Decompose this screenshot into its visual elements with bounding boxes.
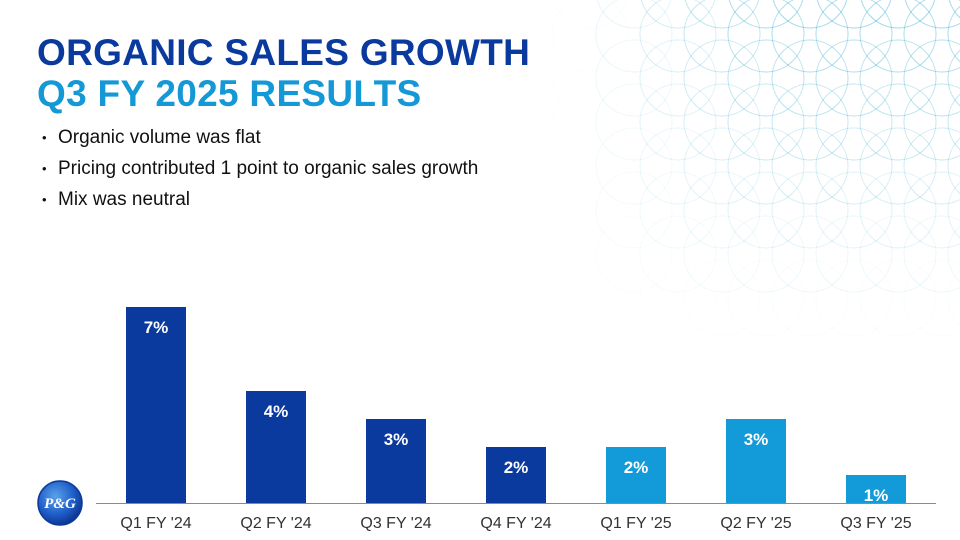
bullet-item-mix: Mix was neutral (42, 184, 478, 215)
pattern-circle (903, 171, 960, 249)
pattern-circle (771, 171, 849, 249)
pattern-circle (727, 83, 805, 161)
pattern-circle (771, 0, 849, 73)
pattern-circle (639, 171, 717, 249)
bar-data-label: 2% (504, 458, 529, 477)
pattern-circle (859, 215, 937, 293)
pattern-circle (639, 39, 717, 117)
bar-7 (846, 475, 906, 503)
pattern-circle (683, 39, 761, 117)
pattern-circle (947, 93, 960, 151)
pattern-circle (815, 83, 893, 161)
pattern-circle (727, 171, 805, 249)
bar-data-label: 2% (624, 458, 649, 477)
pattern-circle (815, 39, 893, 117)
pattern-circle (903, 127, 960, 205)
pattern-circle (859, 0, 937, 73)
bar-data-label: 4% (264, 402, 289, 421)
x-tick-label: Q4 FY '24 (480, 515, 551, 532)
pattern-circle (947, 181, 960, 239)
pattern-circle (727, 215, 805, 293)
slide-subtitle: Q3 FY 2025 RESULTS (37, 73, 422, 114)
bar-data-label: 1% (864, 486, 889, 505)
pattern-circle (903, 0, 960, 73)
bar-1 (126, 307, 186, 503)
pattern-circle (947, 225, 960, 283)
pattern-circle (727, 39, 805, 117)
bar-data-label: 7% (144, 318, 169, 337)
x-tick-label: Q3 FY '24 (360, 515, 431, 532)
x-tick-label: Q3 FY '25 (840, 515, 911, 532)
pattern-circle (772, 0, 848, 29)
pattern-circle (815, 215, 893, 293)
pattern-circle (727, 0, 805, 73)
pattern-circle (728, 0, 804, 29)
pattern-circle (595, 39, 673, 117)
pattern-circle (639, 0, 717, 73)
bar-6 (726, 419, 786, 503)
pattern-circle (860, 0, 936, 29)
pattern-circle (683, 83, 761, 161)
pattern-circle (859, 83, 937, 161)
bar-2 (246, 391, 306, 503)
pattern-circle (771, 39, 849, 117)
pattern-circle (595, 171, 673, 249)
bullet-list: Organic volume was flat Pricing contribu… (42, 122, 478, 215)
pattern-circle (815, 171, 893, 249)
pattern-circle (639, 127, 717, 205)
pattern-circle (640, 0, 716, 29)
bar-3 (366, 419, 426, 503)
pattern-circle (639, 215, 717, 293)
pattern-circle (596, 0, 672, 29)
pattern-circle (771, 83, 849, 161)
pattern-circle (771, 215, 849, 293)
pattern-circle (684, 0, 760, 29)
pattern-circle (683, 171, 761, 249)
bar-data-label: 3% (744, 430, 769, 449)
pattern-circle (595, 0, 673, 73)
pattern-circle (904, 0, 960, 29)
pattern-circle (595, 127, 673, 205)
bar-5 (606, 447, 666, 503)
pattern-circle (903, 39, 960, 117)
pattern-circle (859, 127, 937, 205)
pattern-circle (947, 49, 960, 107)
pattern-circle (595, 83, 673, 161)
pattern-circle (903, 215, 960, 293)
pattern-circle (947, 137, 960, 195)
pattern-circle (639, 83, 717, 161)
pattern-circle (859, 39, 937, 117)
bullet-item-volume: Organic volume was flat (42, 122, 478, 153)
bullet-item-pricing: Pricing contributed 1 point to organic s… (42, 153, 478, 184)
pg-logo: P&G (37, 480, 83, 526)
x-tick-label: Q2 FY '25 (720, 515, 791, 532)
pattern-circle (816, 0, 892, 29)
bar-4 (486, 447, 546, 503)
bar-data-label: 3% (384, 430, 409, 449)
x-tick-label: Q2 FY '24 (240, 515, 311, 532)
pattern-circle (815, 0, 893, 73)
pg-logo-text: P&G (44, 496, 76, 512)
pattern-circle (771, 127, 849, 205)
pattern-circle (947, 5, 960, 63)
slide-title: ORGANIC SALES GROWTH (37, 32, 531, 73)
x-tick-label: Q1 FY '24 (120, 515, 191, 532)
x-tick-label: Q1 FY '25 (600, 515, 671, 532)
pattern-circle (683, 127, 761, 205)
pattern-circle (683, 0, 761, 73)
pattern-circle (859, 171, 937, 249)
pattern-circle (815, 127, 893, 205)
pattern-circle (683, 215, 761, 293)
pattern-circle (727, 127, 805, 205)
pattern-circle (903, 83, 960, 161)
